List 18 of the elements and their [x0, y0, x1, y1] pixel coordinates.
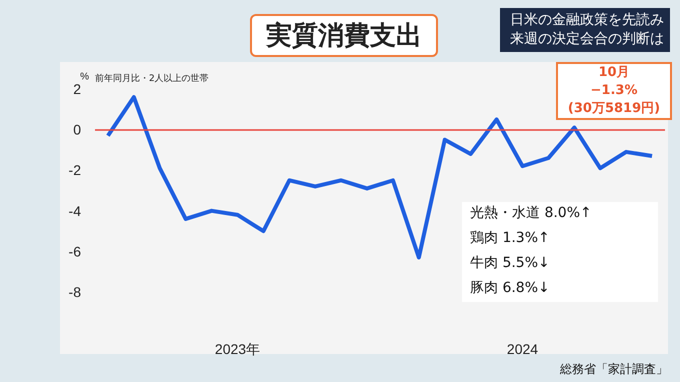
y-axis-title: %: [80, 72, 90, 83]
y-tick-label: 2: [73, 81, 82, 97]
y-tick-label: 0: [73, 122, 82, 138]
text: 前年同月比・2人以上の世帯: [95, 72, 209, 85]
annotation: 豚肉 6.8%↓: [469, 279, 551, 298]
chart-title: 実質消費支出: [250, 14, 438, 57]
y-tick-label: -6: [68, 243, 82, 260]
y-tick-label: -2: [68, 162, 82, 178]
y-tick-label: -8: [68, 284, 82, 300]
x-tick-label: 2023年: [214, 341, 260, 357]
x-tick-label: 2024: [506, 341, 538, 357]
y-tick-label: -4: [68, 202, 82, 219]
annotation: 10月 −1.3% (30万5819円): [556, 62, 672, 120]
annotation: 光熱・水道 8.0%↑: [469, 204, 593, 223]
annotation: 牛肉 5.5%↓: [469, 254, 551, 273]
annotation: 鶏肉 1.3%↑: [469, 229, 551, 248]
chart-subtitle: 日米の金融政策を先読み来週の決定会合の判断は: [500, 8, 670, 52]
text: 総務省「家計調査」: [560, 361, 668, 378]
